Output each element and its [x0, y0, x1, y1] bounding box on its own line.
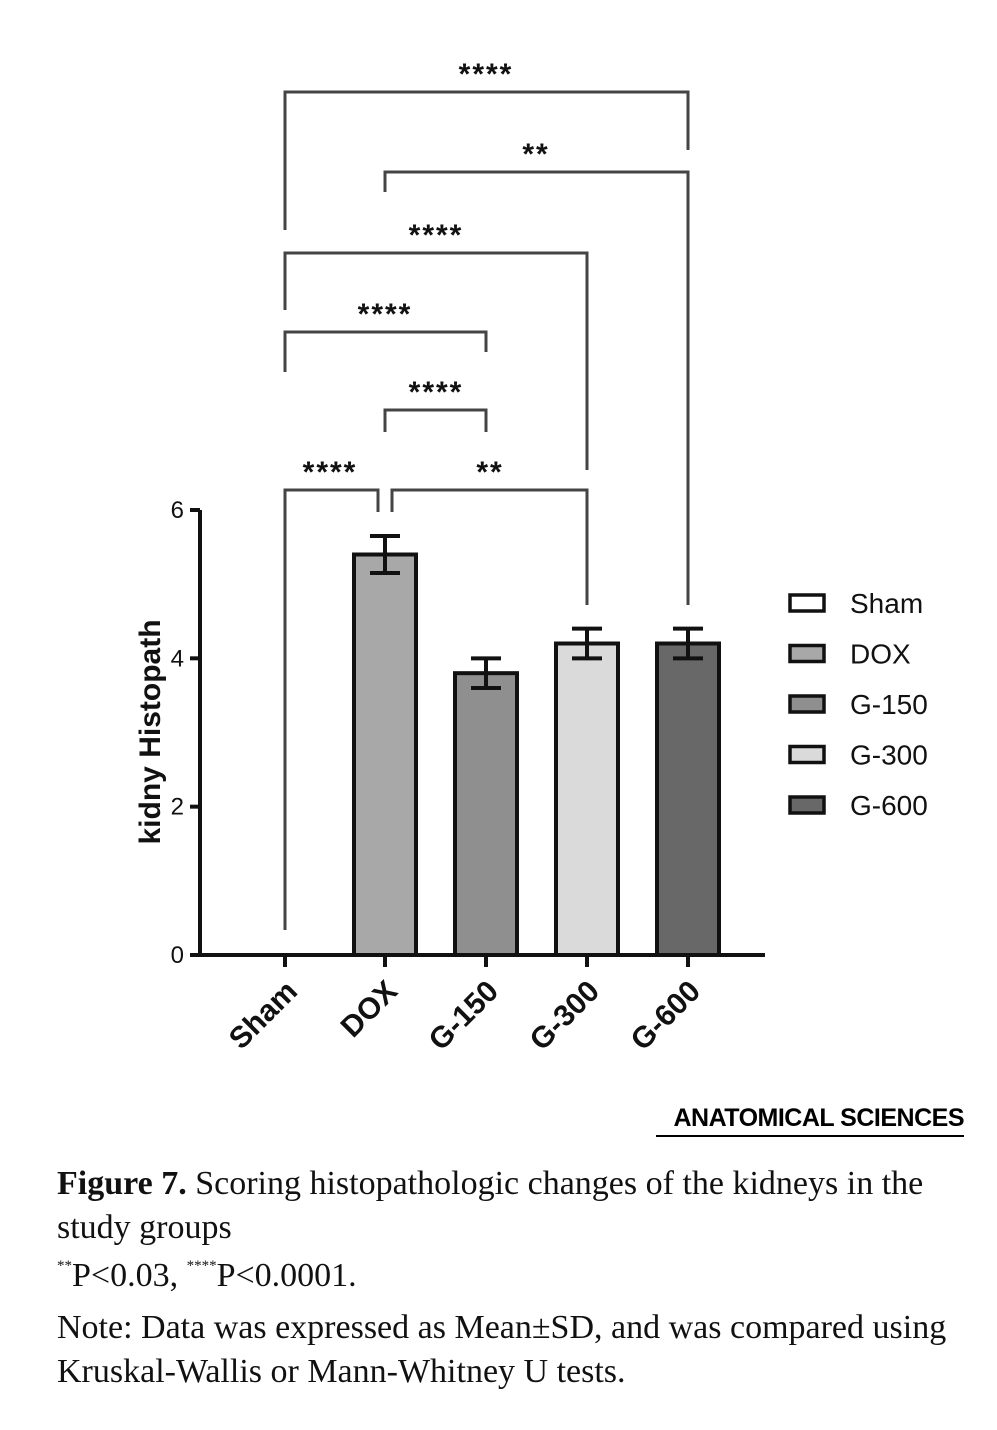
significance-bracket — [283, 90, 690, 230]
significance-label: **** — [409, 219, 464, 252]
significance-bracket — [383, 408, 488, 432]
legend-swatch-g-600 — [788, 795, 826, 815]
significance-bracket — [383, 170, 690, 605]
legend: Sham DOX G-150 G-300 G-600 — [788, 588, 928, 821]
x-tick-label: G-150 — [423, 975, 505, 1057]
significance-bracket — [283, 488, 380, 930]
bar-g-300 — [554, 641, 620, 957]
legend-swatch-sham — [788, 593, 826, 613]
x-tick-label: G-300 — [524, 975, 606, 1057]
significance-label: **** — [459, 58, 514, 91]
caption-main: Figure 7. Scoring histopathologic change… — [57, 1162, 967, 1250]
figure-caption: Figure 7. Scoring histopathologic change… — [57, 1162, 967, 1394]
x-tick-label: DOX — [335, 975, 404, 1044]
bar-g-150 — [453, 671, 519, 958]
caption-note: Note: Data was expressed as Mean±SD, and… — [57, 1309, 947, 1390]
x-tick-label: Sham — [223, 975, 304, 1056]
pvalue-legend: **P<0.03, ****P<0.0001. — [57, 1254, 967, 1298]
legend-label: DOX — [850, 639, 911, 670]
significance-bracket — [390, 488, 589, 605]
y-tick-label: 4 — [171, 645, 184, 672]
legend-label: G-300 — [850, 740, 928, 771]
journal-brand: ANATOMICAL SCIENCES — [656, 1104, 965, 1137]
bar-g-600 — [655, 641, 721, 957]
legend-swatch-g-150 — [788, 694, 826, 714]
bars-group — [352, 533, 721, 958]
bar-dox — [352, 552, 418, 957]
significance-label: **** — [303, 456, 358, 489]
y-axis-label: kidny Histopath — [134, 619, 167, 844]
y-tick-label: 2 — [171, 794, 184, 821]
significance-label: ** — [522, 138, 549, 171]
legend-swatch-dox — [788, 643, 826, 664]
pvalue-1-marker: ** — [57, 1258, 72, 1274]
legend-label: Sham — [850, 588, 923, 619]
figure-label: Figure 7. — [57, 1165, 187, 1202]
significance-label: **** — [358, 298, 413, 331]
legend-label: G-150 — [850, 689, 928, 720]
y-tick-label: 6 — [171, 497, 184, 524]
significance-label: ** — [476, 456, 503, 489]
significance-bracket — [283, 251, 589, 470]
legend-swatch-g-300 — [788, 744, 826, 765]
y-tick-label: 0 — [171, 942, 184, 969]
caption-text: Scoring histopathologic changes of the k… — [57, 1165, 924, 1246]
significance-brackets: **** ******************** — [283, 58, 690, 930]
legend-label: G-600 — [850, 790, 928, 821]
pvalue-1-text: P<0.03, — [72, 1257, 187, 1294]
pvalue-2-text: P<0.0001. — [216, 1257, 357, 1294]
significance-bracket — [283, 330, 488, 372]
significance-label: **** — [409, 376, 464, 409]
x-tick-label: G-600 — [625, 975, 707, 1057]
pvalue-2-marker: **** — [186, 1258, 217, 1274]
